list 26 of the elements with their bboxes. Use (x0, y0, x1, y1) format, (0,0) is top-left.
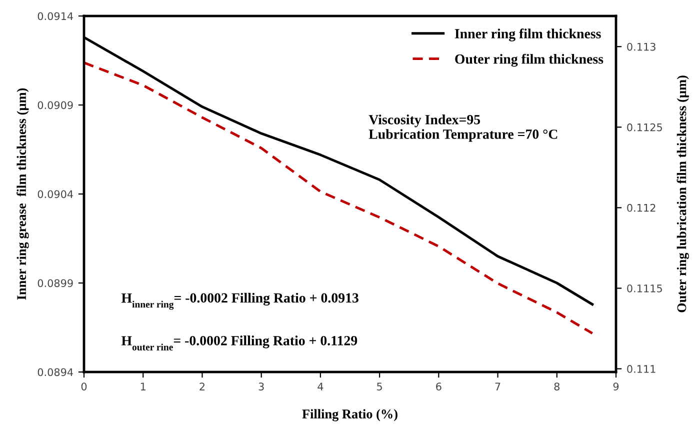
x-tick-label: 0 (81, 382, 87, 390)
y2-tick-label: 0.111 (627, 365, 656, 373)
x-axis-title: Filling Ratio (%) (302, 409, 398, 422)
x-tick-label: 2 (200, 382, 204, 390)
x-tick-label: 5 (377, 382, 382, 390)
x-tick-label: 1 (140, 382, 146, 390)
y-tick-label: 0.0914 (38, 12, 73, 20)
x-tick-label: 6 (436, 382, 442, 390)
x-tick-label: 4 (318, 382, 324, 390)
annotation: Viscosity Index=95 Lubrication Temprature =70 °C (368, 114, 558, 142)
y2-tick-label: 0.112 (627, 204, 656, 212)
x-tick-label: 3 (258, 382, 264, 390)
x-tick-label: 7 (495, 382, 500, 390)
y2-tick-label: 0.1115 (627, 284, 662, 292)
y-tick-label: 0.0904 (38, 190, 73, 198)
x-tick-label: 8 (554, 382, 560, 390)
y-tick-label: 0.0909 (38, 101, 73, 110)
y2-tick-label: 0.1125 (627, 123, 662, 132)
y2-tick-label: 0.113 (627, 42, 656, 51)
legend-label: Inner ring film thickness (454, 28, 601, 42)
y-tick-label: 0.0899 (38, 279, 73, 288)
x-tick-label: 9 (613, 382, 619, 390)
y2-axis-title: Outer ring lubrication film thickness (µm) (676, 76, 689, 312)
y-tick-label: 0.0894 (38, 368, 73, 376)
y-axis-title: Inner ring grease film thickness (µm) (16, 88, 29, 300)
legend-label: Outer ring film thickness (455, 54, 604, 67)
